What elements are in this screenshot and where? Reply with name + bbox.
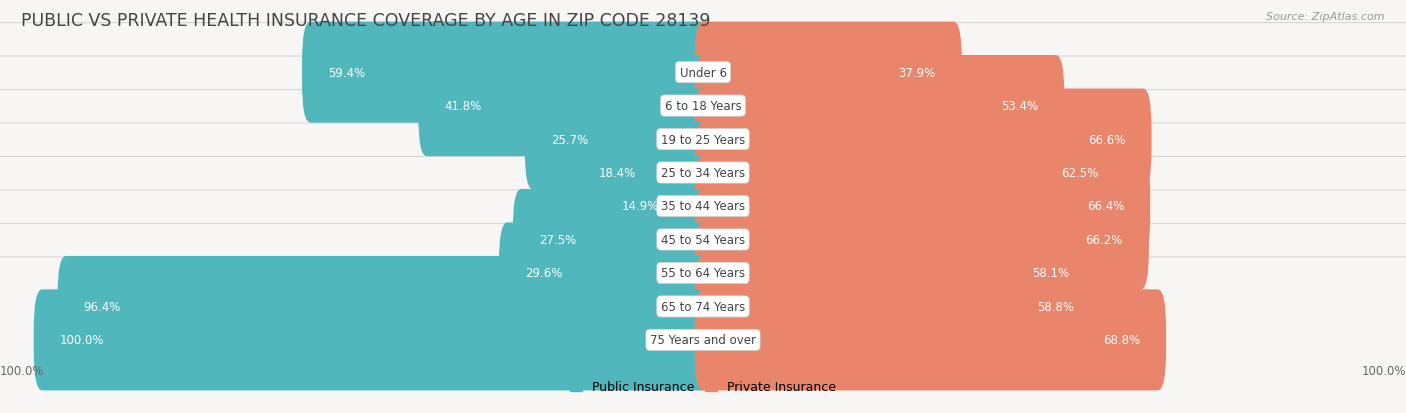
FancyBboxPatch shape <box>0 90 1406 256</box>
FancyBboxPatch shape <box>695 23 962 123</box>
FancyBboxPatch shape <box>695 156 1150 257</box>
Text: 41.8%: 41.8% <box>444 100 482 113</box>
FancyBboxPatch shape <box>513 190 711 290</box>
Text: 19 to 25 Years: 19 to 25 Years <box>661 133 745 146</box>
Text: 100.0%: 100.0% <box>59 334 104 347</box>
Text: 59.4%: 59.4% <box>328 66 366 79</box>
FancyBboxPatch shape <box>695 123 1125 223</box>
FancyBboxPatch shape <box>302 23 711 123</box>
Text: 65 to 74 Years: 65 to 74 Years <box>661 300 745 313</box>
FancyBboxPatch shape <box>0 190 1406 356</box>
Text: 66.4%: 66.4% <box>1087 200 1125 213</box>
Text: 58.1%: 58.1% <box>1032 267 1070 280</box>
Text: 53.4%: 53.4% <box>1001 100 1038 113</box>
FancyBboxPatch shape <box>695 223 1095 324</box>
FancyBboxPatch shape <box>0 24 1406 189</box>
FancyBboxPatch shape <box>695 256 1099 357</box>
Text: 45 to 54 Years: 45 to 54 Years <box>661 233 745 247</box>
Text: Source: ZipAtlas.com: Source: ZipAtlas.com <box>1267 12 1385 22</box>
FancyBboxPatch shape <box>419 56 711 157</box>
FancyBboxPatch shape <box>574 123 711 223</box>
FancyBboxPatch shape <box>58 256 711 357</box>
FancyBboxPatch shape <box>0 157 1406 323</box>
FancyBboxPatch shape <box>0 257 1406 413</box>
Text: 58.8%: 58.8% <box>1038 300 1074 313</box>
Text: 75 Years and over: 75 Years and over <box>650 334 756 347</box>
FancyBboxPatch shape <box>0 123 1406 290</box>
Legend: Public Insurance, Private Insurance: Public Insurance, Private Insurance <box>565 375 841 398</box>
FancyBboxPatch shape <box>34 290 711 390</box>
Text: 29.6%: 29.6% <box>524 267 562 280</box>
Text: 25.7%: 25.7% <box>551 133 588 146</box>
Text: 100.0%: 100.0% <box>0 364 45 377</box>
Text: 37.9%: 37.9% <box>898 66 936 79</box>
FancyBboxPatch shape <box>524 89 711 190</box>
FancyBboxPatch shape <box>695 89 1152 190</box>
Text: 25 to 34 Years: 25 to 34 Years <box>661 166 745 180</box>
Text: 66.6%: 66.6% <box>1088 133 1126 146</box>
Text: 100.0%: 100.0% <box>1361 364 1406 377</box>
Text: 62.5%: 62.5% <box>1062 166 1098 180</box>
Text: 27.5%: 27.5% <box>538 233 576 247</box>
FancyBboxPatch shape <box>0 0 1406 156</box>
Text: PUBLIC VS PRIVATE HEALTH INSURANCE COVERAGE BY AGE IN ZIP CODE 28139: PUBLIC VS PRIVATE HEALTH INSURANCE COVER… <box>21 12 710 30</box>
FancyBboxPatch shape <box>695 56 1064 157</box>
FancyBboxPatch shape <box>596 156 711 257</box>
FancyBboxPatch shape <box>0 224 1406 389</box>
FancyBboxPatch shape <box>499 223 711 324</box>
Text: 96.4%: 96.4% <box>83 300 121 313</box>
FancyBboxPatch shape <box>695 290 1166 390</box>
Text: 68.8%: 68.8% <box>1102 334 1140 347</box>
Text: Under 6: Under 6 <box>679 66 727 79</box>
Text: 66.2%: 66.2% <box>1085 233 1123 247</box>
Text: 14.9%: 14.9% <box>621 200 659 213</box>
Text: 55 to 64 Years: 55 to 64 Years <box>661 267 745 280</box>
Text: 6 to 18 Years: 6 to 18 Years <box>665 100 741 113</box>
FancyBboxPatch shape <box>0 57 1406 223</box>
Text: 35 to 44 Years: 35 to 44 Years <box>661 200 745 213</box>
FancyBboxPatch shape <box>695 190 1149 290</box>
Text: 18.4%: 18.4% <box>599 166 637 180</box>
